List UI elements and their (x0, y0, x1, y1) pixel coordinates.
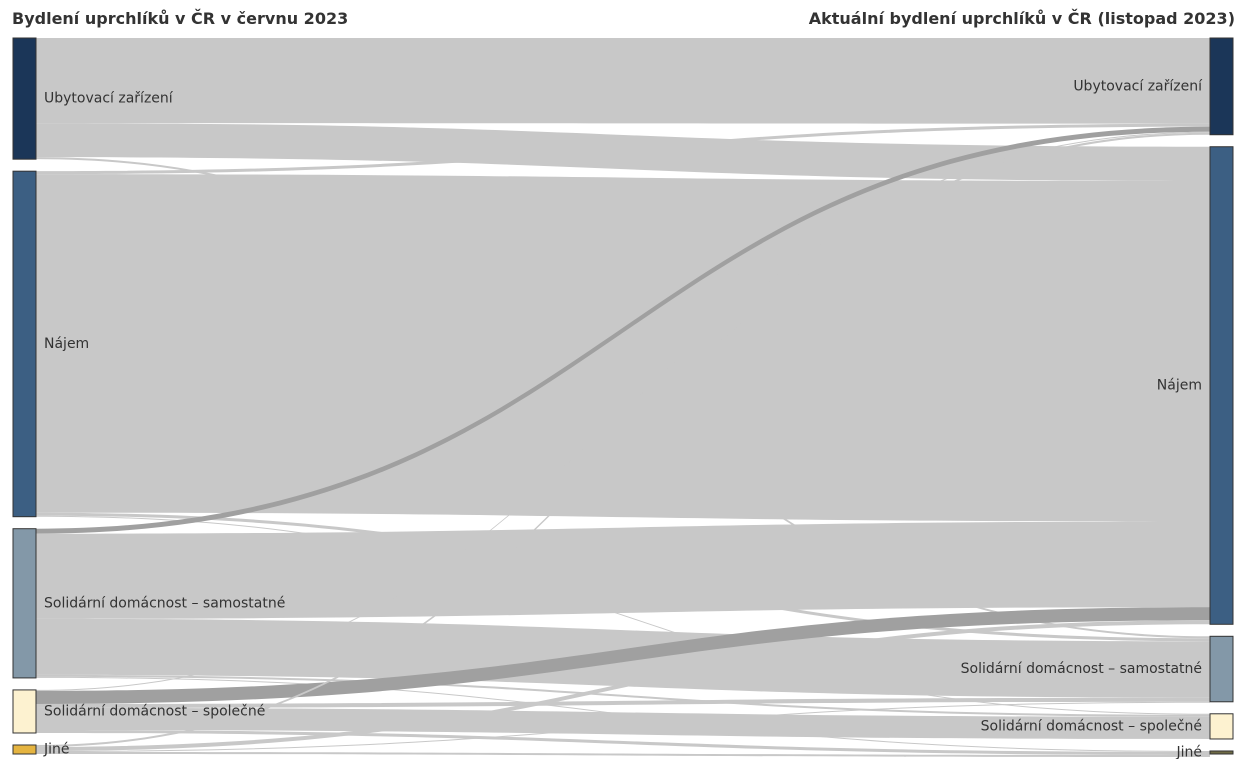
flow-L3-to-R4 (36, 729, 1210, 756)
flow-L2-to-R3 (36, 674, 1210, 717)
right-node-label-3: Solidární domácnost – společné (981, 718, 1202, 734)
left-node-label-0: Ubytovací zařízení (44, 91, 174, 107)
right-node-label-1: Nájem (1157, 378, 1202, 394)
flow-L1-to-R3 (36, 515, 1210, 715)
right-node-4 (1209, 750, 1234, 755)
right-node-label-4: Jiné (1175, 744, 1202, 759)
flow-L0-to-R1 (36, 123, 1210, 181)
left-node-label-2: Solidární domácnost – samostatné (44, 595, 285, 611)
flow-L4-to-R1 (36, 620, 1210, 751)
left-node-4 (12, 744, 37, 755)
flow-L3-to-R0 (36, 131, 1210, 691)
left-node-label-3: Solidární domácnost – společné (44, 703, 265, 719)
flow-L2-to-R0 (36, 126, 1210, 534)
flow-L0-to-R0 (36, 38, 1210, 124)
flow-L4-to-R0 (36, 132, 1210, 747)
flow-L1-to-R1 (36, 174, 1210, 522)
flow-L3-to-R1 (36, 607, 1210, 704)
left-node-0 (12, 37, 37, 160)
labels-layer: Ubytovací zařízení Nájem Solidární domácno… (43, 78, 1203, 759)
right-node-0 (1209, 37, 1234, 136)
flow-L4-to-R2 (36, 701, 1210, 752)
left-node-2 (12, 528, 37, 679)
right-node-label-0: Ubytovací zařízení (1073, 78, 1203, 94)
flow-L4-to-R4 (36, 751, 1210, 758)
flow-L3-to-R3 (36, 707, 1210, 739)
flow-L3-to-R2 (36, 697, 1210, 708)
left-column-title: Bydlení uprchlíků v ČR v červnu 2023 (12, 9, 348, 28)
flow-L2-to-R1 (36, 521, 1210, 619)
nodes-layer (12, 37, 1234, 755)
right-column-title: Aktuální bydlení uprchlíků v ČR (listopa… (809, 9, 1235, 28)
flow-L1-to-R0 (36, 123, 1210, 175)
left-node-3 (12, 689, 37, 734)
left-node-1 (12, 170, 37, 518)
left-node-label-1: Nájem (44, 336, 89, 352)
flows-layer (36, 38, 1210, 758)
right-node-3 (1209, 713, 1234, 740)
right-node-2 (1209, 635, 1234, 703)
right-node-1 (1209, 146, 1234, 625)
right-node-label-2: Solidární domácnost – samostatné (961, 661, 1202, 677)
left-node-label-4: Jiné (43, 741, 70, 757)
